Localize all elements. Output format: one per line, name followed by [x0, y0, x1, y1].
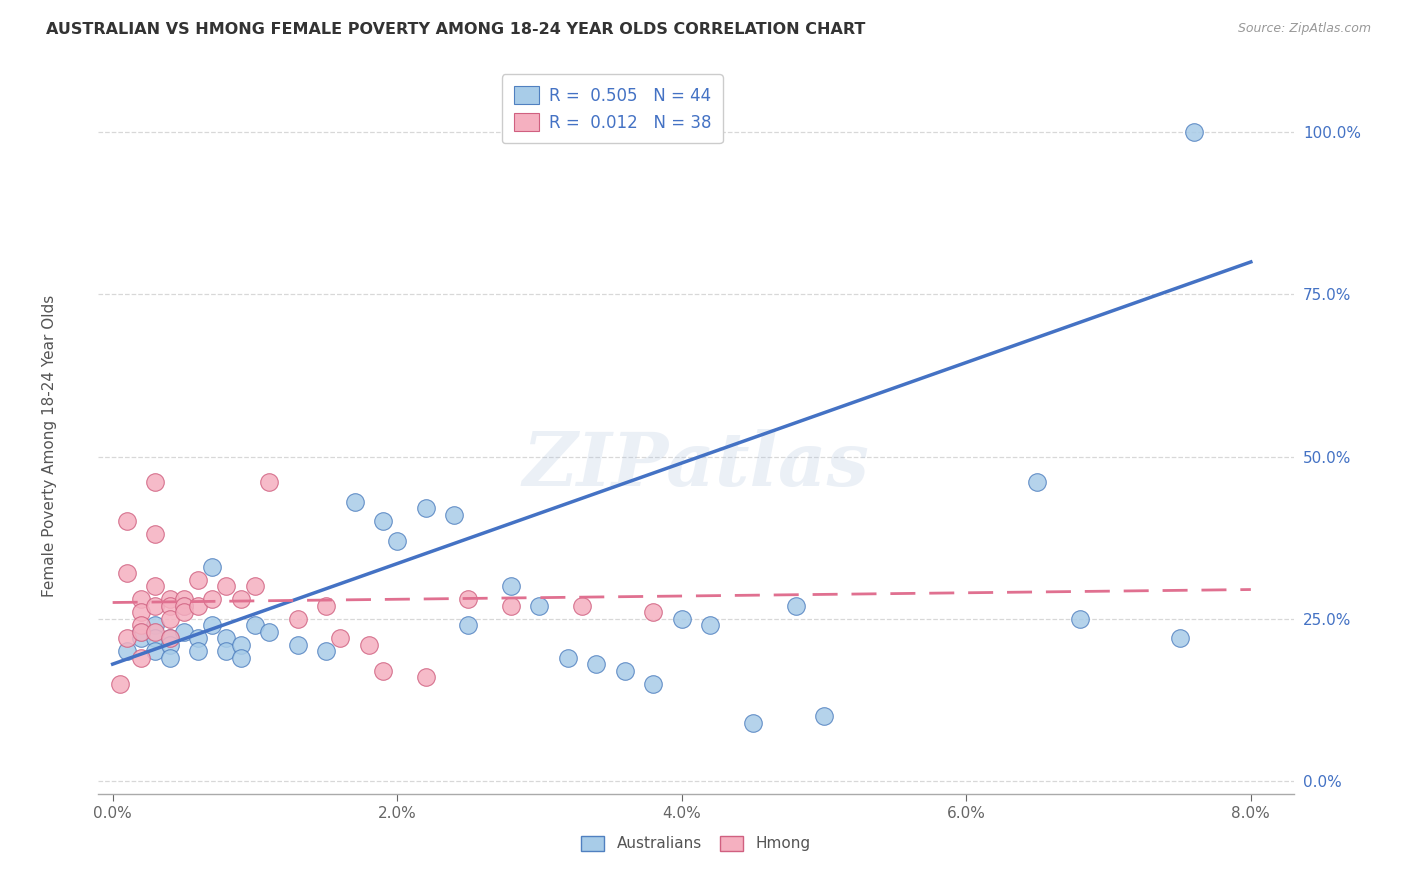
Point	[108, 676, 131, 690]
Point	[785, 599, 807, 613]
Point	[557, 650, 579, 665]
Point	[143, 631, 166, 645]
Text: ZIPatlas: ZIPatlas	[523, 429, 869, 502]
Point	[229, 638, 252, 652]
Point	[287, 612, 309, 626]
Point	[129, 631, 152, 645]
Point	[443, 508, 465, 522]
Point	[129, 650, 152, 665]
Point	[385, 533, 409, 548]
Point	[613, 664, 636, 678]
Point	[371, 664, 394, 678]
Point	[173, 605, 195, 619]
Point	[585, 657, 607, 672]
Point	[143, 599, 166, 613]
Point	[215, 579, 238, 593]
Point	[159, 638, 181, 652]
Point	[143, 527, 166, 541]
Point	[287, 638, 309, 652]
Point	[129, 592, 152, 607]
Point	[173, 599, 195, 613]
Point	[159, 631, 181, 645]
Point	[215, 644, 238, 658]
Point	[129, 618, 152, 632]
Text: Source: ZipAtlas.com: Source: ZipAtlas.com	[1237, 22, 1371, 36]
Point	[415, 501, 437, 516]
Point	[741, 715, 763, 730]
Point	[1168, 631, 1191, 645]
Point	[571, 599, 593, 613]
Point	[173, 592, 195, 607]
Point	[115, 644, 138, 658]
Point	[143, 624, 166, 639]
Point	[499, 579, 522, 593]
Text: Female Poverty Among 18-24 Year Olds: Female Poverty Among 18-24 Year Olds	[42, 295, 56, 597]
Point	[229, 650, 252, 665]
Point	[115, 566, 138, 581]
Point	[1069, 612, 1091, 626]
Point	[187, 631, 209, 645]
Point	[129, 624, 152, 639]
Point	[643, 676, 665, 690]
Point	[201, 618, 224, 632]
Point	[201, 592, 224, 607]
Point	[115, 631, 138, 645]
Point	[329, 631, 352, 645]
Point	[343, 495, 366, 509]
Point	[215, 631, 238, 645]
Point	[143, 644, 166, 658]
Point	[159, 592, 181, 607]
Point	[457, 592, 479, 607]
Point	[1026, 475, 1049, 490]
Point	[357, 638, 380, 652]
Point	[243, 618, 266, 632]
Point	[129, 624, 152, 639]
Point	[529, 599, 551, 613]
Point	[115, 515, 138, 529]
Point	[229, 592, 252, 607]
Point	[243, 579, 266, 593]
Point	[173, 599, 195, 613]
Text: AUSTRALIAN VS HMONG FEMALE POVERTY AMONG 18-24 YEAR OLDS CORRELATION CHART: AUSTRALIAN VS HMONG FEMALE POVERTY AMONG…	[46, 22, 866, 37]
Point	[1182, 125, 1205, 139]
Point	[159, 612, 181, 626]
Point	[159, 631, 181, 645]
Point	[159, 599, 181, 613]
Point	[143, 475, 166, 490]
Point	[315, 644, 337, 658]
Point	[457, 618, 479, 632]
Legend: Australians, Hmong: Australians, Hmong	[575, 830, 817, 857]
Point	[499, 599, 522, 613]
Point	[187, 573, 209, 587]
Point	[315, 599, 337, 613]
Point	[671, 612, 693, 626]
Point	[257, 475, 280, 490]
Point	[173, 624, 195, 639]
Point	[643, 605, 665, 619]
Point	[813, 709, 835, 723]
Point	[371, 515, 394, 529]
Point	[187, 599, 209, 613]
Point	[415, 670, 437, 684]
Point	[129, 605, 152, 619]
Point	[143, 618, 166, 632]
Point	[187, 644, 209, 658]
Point	[699, 618, 721, 632]
Point	[201, 559, 224, 574]
Point	[159, 650, 181, 665]
Point	[257, 624, 280, 639]
Point	[143, 579, 166, 593]
